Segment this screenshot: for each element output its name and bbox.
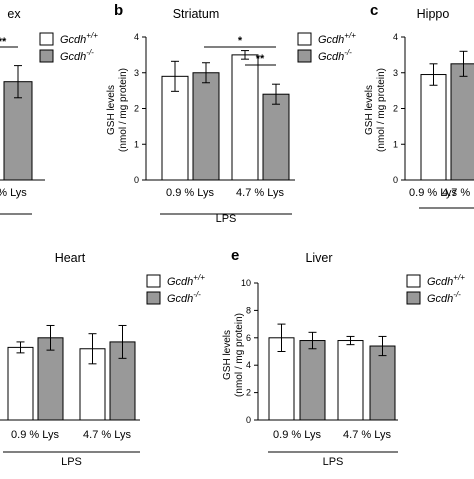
sig-mark-a: ** (0, 36, 7, 48)
category-label-b-1: 4.7 % Lys (236, 187, 284, 199)
chart-panel-c: c Hippo 0 1 2 3 4 GSH levels(nmol / mg protein)… (364, 2, 474, 209)
bar-c-0-0 (420, 74, 447, 181)
legend-genotype: +/+ (86, 31, 98, 40)
bar-b-1-0 (231, 54, 259, 181)
chart-panel-a: aex**% Lys (0, 7, 45, 199)
category-label-e-1: 4.7 % Lys (343, 429, 391, 441)
legend-label-b-1: Gcdh-/- (318, 48, 352, 63)
panel-letter-b: b (114, 2, 123, 19)
legend-genotype: -/- (193, 290, 201, 299)
y-axis-label-line: (nmol / mg protein) (234, 313, 245, 397)
category-label-e-0: 0.9 % Lys (273, 429, 321, 441)
legend-swatch-e-1 (406, 291, 421, 305)
legend-swatch-b-0 (297, 32, 312, 46)
legend-genotype: -/- (86, 48, 94, 57)
legend-swatch-a-0 (39, 32, 54, 46)
group-label-b: LPS (216, 213, 237, 225)
y-tick-label-b: 3 (134, 68, 139, 78)
category-label-c-1: 4.7 % Lys (442, 187, 474, 199)
bar-b-0-0 (161, 75, 189, 181)
legend-gene: Gcdh (427, 276, 453, 288)
y-axis-label-line: (nmol / mg protein) (118, 68, 129, 152)
legend-label-d-0: Gcdh+/+ (167, 273, 205, 288)
y-tick-label-e: 0 (246, 415, 251, 425)
category-label-d-1: 4.7 % Lys (83, 429, 131, 441)
legend-gene: Gcdh (167, 276, 193, 288)
y-tick-label-e: 6 (246, 333, 251, 343)
legend-gene: Gcdh (167, 293, 193, 305)
legend-gene: Gcdh (60, 34, 86, 46)
y-tick-label-e: 10 (241, 278, 251, 288)
panel-letter-c: c (370, 2, 378, 19)
legend-genotype: +/+ (344, 31, 356, 40)
category-label-b-0: 0.9 % Lys (166, 187, 214, 199)
legend-genotype: +/+ (193, 273, 205, 282)
legend-label-b-0: Gcdh+/+ (318, 31, 356, 46)
y-tick-label-e: 2 (246, 388, 251, 398)
panel-title-b: Striatum (173, 7, 220, 21)
y-axis-label-line: GSH levels (364, 85, 375, 135)
panel-title-c: Hippo (417, 7, 450, 21)
legend-gene: Gcdh (318, 34, 344, 46)
category-label-d-0: 0.9 % Lys (11, 429, 59, 441)
sig-mark-b2: ** (256, 53, 265, 65)
panel-title-d: Heart (55, 251, 86, 265)
group-label-d: LPS (61, 456, 82, 468)
legend-genotype: -/- (453, 290, 461, 299)
chart-panel-b: b Striatum 0 1 2 3 4 GSH levels(nmol / mg prote… (106, 2, 356, 225)
legend-swatch-a-1 (39, 49, 54, 63)
legend-swatch-d-1 (146, 291, 161, 305)
y-tick-label-b: 1 (134, 139, 139, 149)
bar-e-0-1 (299, 340, 326, 421)
bar-e-1-1 (369, 345, 396, 421)
y-tick-label-c: 1 (393, 139, 398, 149)
legend-label-a-1: Gcdh-/- (60, 48, 94, 63)
category-label-c-0: 0.9 % Lys (409, 187, 457, 199)
legend-swatch-b-1 (297, 49, 312, 63)
group-label-e: LPS (323, 456, 344, 468)
y-tick-label-c: 3 (393, 68, 398, 78)
legend-gene: Gcdh (60, 51, 86, 63)
legend-label-e-0: Gcdh+/+ (427, 273, 465, 288)
y-axis-label-line: GSH levels (222, 330, 233, 380)
legend-a-cropped: Gcdh+/+Gcdh-/- (0, 31, 98, 215)
y-tick-label-e: 4 (246, 360, 251, 370)
y-tick-label-c: 0 (393, 175, 398, 185)
sig-mark-b1: * (238, 35, 243, 47)
bar-e-1-0 (337, 340, 364, 421)
y-axis-label-b: GSH levels(nmol / mg protein) (106, 68, 129, 152)
legend-swatch-e-0 (406, 274, 421, 288)
y-tick-label-e: 8 (246, 305, 251, 315)
category-label-a-1: % Lys (0, 187, 27, 199)
legend-gene: Gcdh (318, 51, 344, 63)
bar-d-0-1 (37, 337, 64, 421)
panel-title-a: ex (7, 7, 21, 21)
bar-b-1-1 (262, 93, 290, 181)
y-axis-label-line: (nmol / mg protein) (376, 68, 387, 152)
y-tick-label-b: 2 (134, 104, 139, 114)
panel-letter-e: e (231, 247, 239, 264)
legend-label-a-0: Gcdh+/+ (60, 31, 98, 46)
y-tick-label-c: 4 (393, 32, 398, 42)
legend-swatch-d-0 (146, 274, 161, 288)
chart-panel-e: e Liver 0 2 4 6 8 10 GSH levels(nmol / mg protei… (222, 247, 465, 468)
legend-genotype: +/+ (453, 273, 465, 282)
y-axis-label-e: GSH levels(nmol / mg protein) (222, 313, 245, 397)
y-tick-label-b: 0 (134, 175, 139, 185)
legend-label-d-1: Gcdh-/- (167, 290, 201, 305)
bar-b-0-1 (192, 72, 220, 181)
bar-c-0-1 (450, 63, 474, 181)
bar-d-0-0 (7, 346, 34, 421)
legend-label-e-1: Gcdh-/- (427, 290, 461, 305)
y-tick-label-c: 2 (393, 104, 398, 114)
y-axis-label-line: GSH levels (106, 85, 117, 135)
panel-title-e: Liver (305, 251, 332, 265)
legend-gene: Gcdh (427, 293, 453, 305)
legend-genotype: -/- (344, 48, 352, 57)
y-tick-label-b: 4 (134, 32, 139, 42)
y-axis-label-c: GSH levels(nmol / mg protein) (364, 68, 387, 152)
